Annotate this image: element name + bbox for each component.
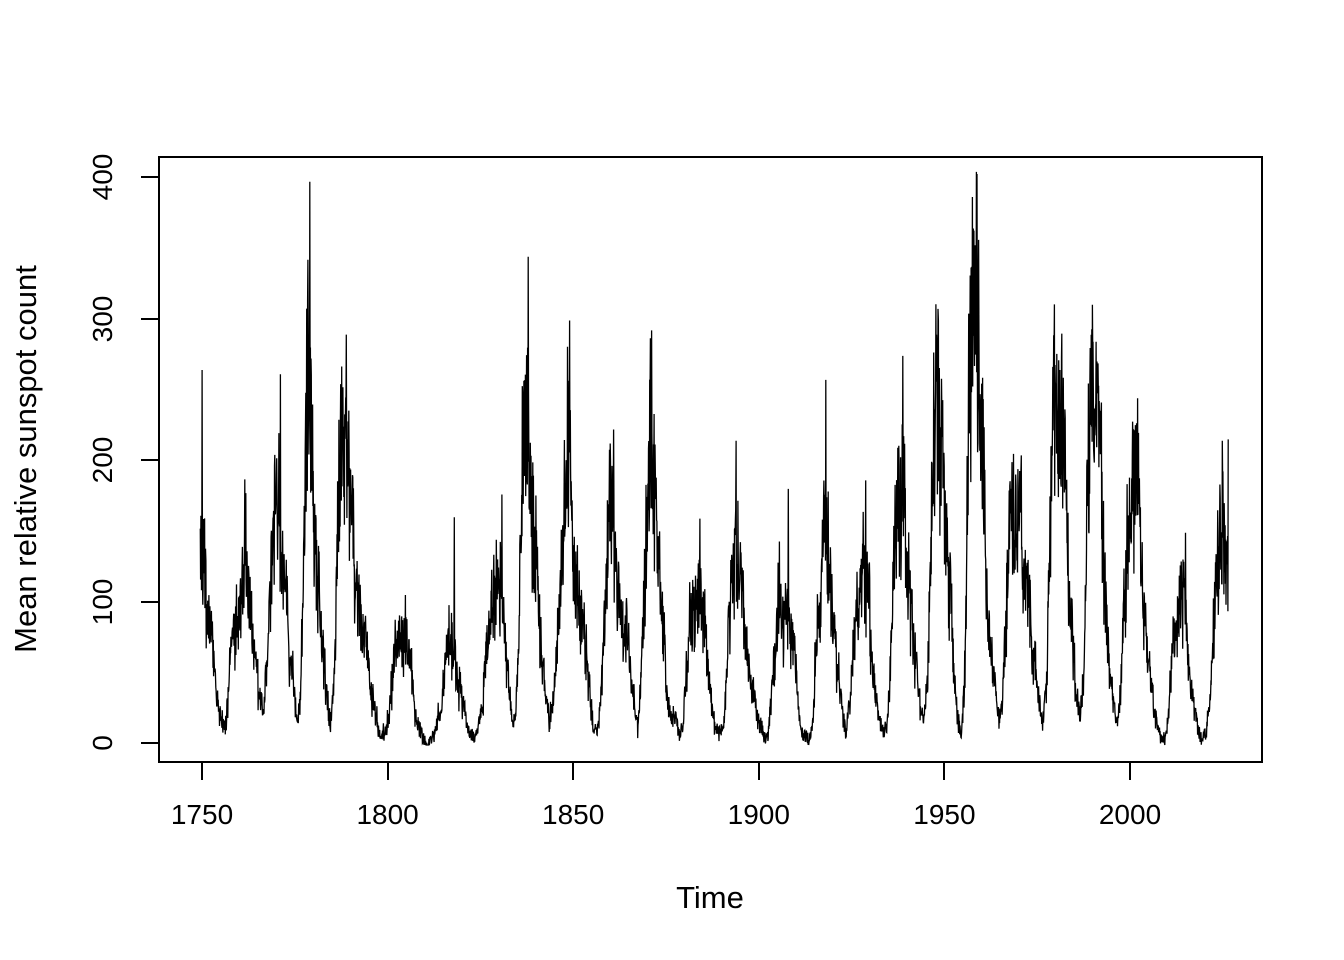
y-axis-tick-label: 100 — [87, 578, 118, 625]
x-axis-tick-label: 1850 — [542, 799, 605, 830]
x-axis-tick — [943, 763, 946, 780]
y-axis-title: Mean relative sunspot count — [8, 265, 43, 653]
x-axis-tick-label: 1900 — [727, 799, 790, 830]
x-axis-tick-label: 1800 — [356, 799, 419, 830]
y-axis-tick — [141, 317, 158, 320]
y-axis-tick-label: 400 — [87, 153, 118, 201]
y-axis-tick — [141, 600, 158, 603]
y-axis-tick — [141, 459, 158, 461]
x-axis-title: Time — [676, 880, 744, 915]
x-axis-tick-label: 1750 — [170, 799, 234, 830]
x-axis-tick — [201, 763, 203, 780]
y-axis-tick-label: 300 — [87, 295, 118, 342]
y-axis-tick-label: 200 — [87, 436, 118, 484]
y-axis-tick-label: 0 — [87, 735, 118, 751]
x-axis-tick — [386, 763, 389, 780]
x-axis-tick — [572, 763, 575, 780]
plot-area — [158, 156, 1263, 763]
x-axis-tick-label: 2000 — [1098, 799, 1162, 830]
y-axis-tick — [141, 742, 158, 744]
y-axis-tick — [141, 176, 158, 178]
x-axis-tick — [1129, 763, 1131, 780]
x-axis-tick-label: 1950 — [913, 799, 976, 830]
sunspot-series-line — [199, 171, 1229, 746]
time-series-plot — [199, 171, 1229, 746]
x-axis-tick — [757, 763, 760, 780]
